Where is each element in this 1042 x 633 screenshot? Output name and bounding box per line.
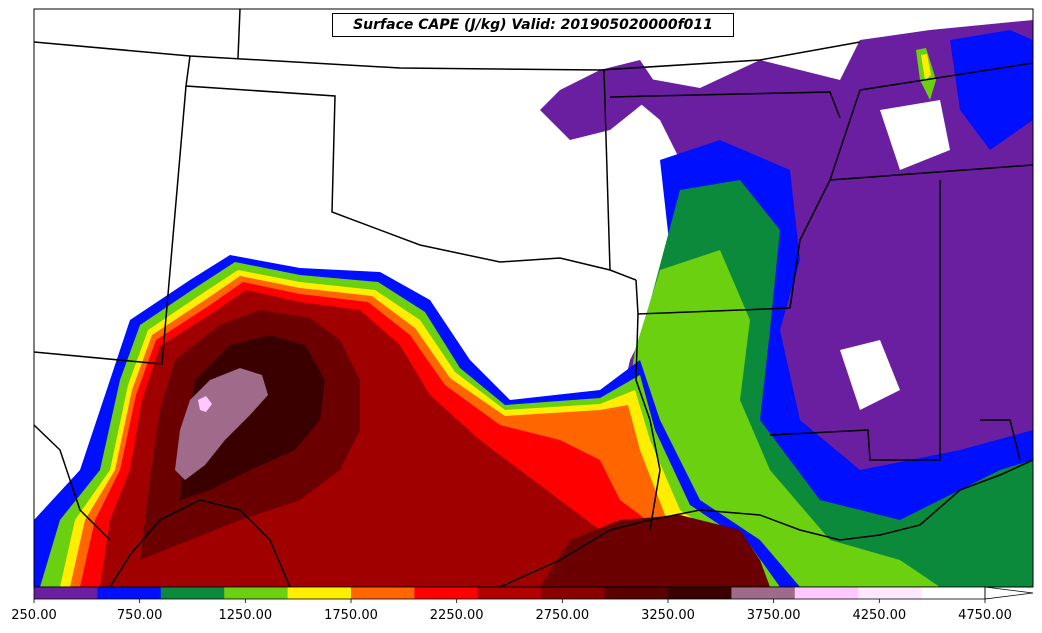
colorbar-segment — [794, 587, 859, 599]
boundary — [237, 9, 241, 59]
colorbar-segment — [97, 587, 162, 599]
colorbar-tick-label: 4750.00 — [958, 608, 1012, 623]
colorbar-tick-label: 2750.00 — [535, 608, 590, 623]
cape-region-purple-north — [540, 60, 660, 140]
colorbar-segment — [287, 587, 352, 599]
cape-region-darkest — [180, 335, 325, 500]
cape-hole — [880, 100, 950, 170]
colorbar-segment — [351, 587, 415, 599]
boundary — [34, 424, 111, 541]
cape-region-maroon-gulf — [540, 515, 770, 587]
boundary — [829, 62, 1033, 181]
colorbar-segment — [604, 587, 669, 599]
colorbar-segment — [668, 587, 732, 599]
colorbar-tick-label: 250.00 — [11, 608, 57, 623]
boundary — [603, 69, 611, 271]
colorbar-extend-arrow — [984, 586, 1034, 600]
colorbar-segment — [921, 587, 986, 599]
colorbar-segment — [858, 587, 923, 599]
map-title: Surface CAPE (J/kg) Valid: 201905020000f… — [332, 13, 734, 37]
boundary — [185, 55, 637, 281]
colorbar-segment — [541, 587, 606, 599]
boundary — [34, 85, 187, 365]
colorbar-segment — [414, 587, 479, 599]
boundary — [34, 41, 861, 71]
colorbar-tick-label: 1750.00 — [324, 608, 378, 623]
cape-region-pink — [198, 396, 212, 412]
colorbar — [33, 586, 1034, 600]
colorbar-segment — [160, 587, 225, 599]
colorbar-tick-label: 750.00 — [116, 608, 163, 623]
boundary — [980, 419, 1021, 461]
cape-region-yellow-ne — [921, 54, 931, 80]
boundary — [609, 91, 841, 119]
colorbar-segment — [477, 587, 542, 599]
colorbar-tick-label: 2250.00 — [429, 608, 484, 623]
cape-hole — [840, 340, 900, 410]
colorbar-tick-label: 3250.00 — [641, 608, 695, 623]
boundary — [499, 459, 1033, 587]
state-boundaries — [34, 9, 1033, 587]
colorbar-segment — [731, 587, 796, 599]
colorbar-tick-label: 4250.00 — [852, 608, 907, 623]
colorbar-tick-label: 3750.00 — [746, 608, 801, 623]
colorbar-ticks — [33, 599, 986, 603]
colorbar-tick-label: 1250.00 — [218, 608, 273, 623]
boundary — [789, 164, 1033, 309]
boundary — [769, 180, 941, 461]
boundary — [635, 313, 661, 531]
colorbar-outline — [33, 586, 986, 600]
colorbar-segment — [224, 587, 289, 599]
cape-region-mauve — [175, 368, 268, 480]
cape-region-blue-ne — [950, 30, 1033, 150]
cape-field — [34, 9, 1033, 587]
colorbar-segment — [34, 587, 98, 599]
boundary — [109, 499, 291, 587]
